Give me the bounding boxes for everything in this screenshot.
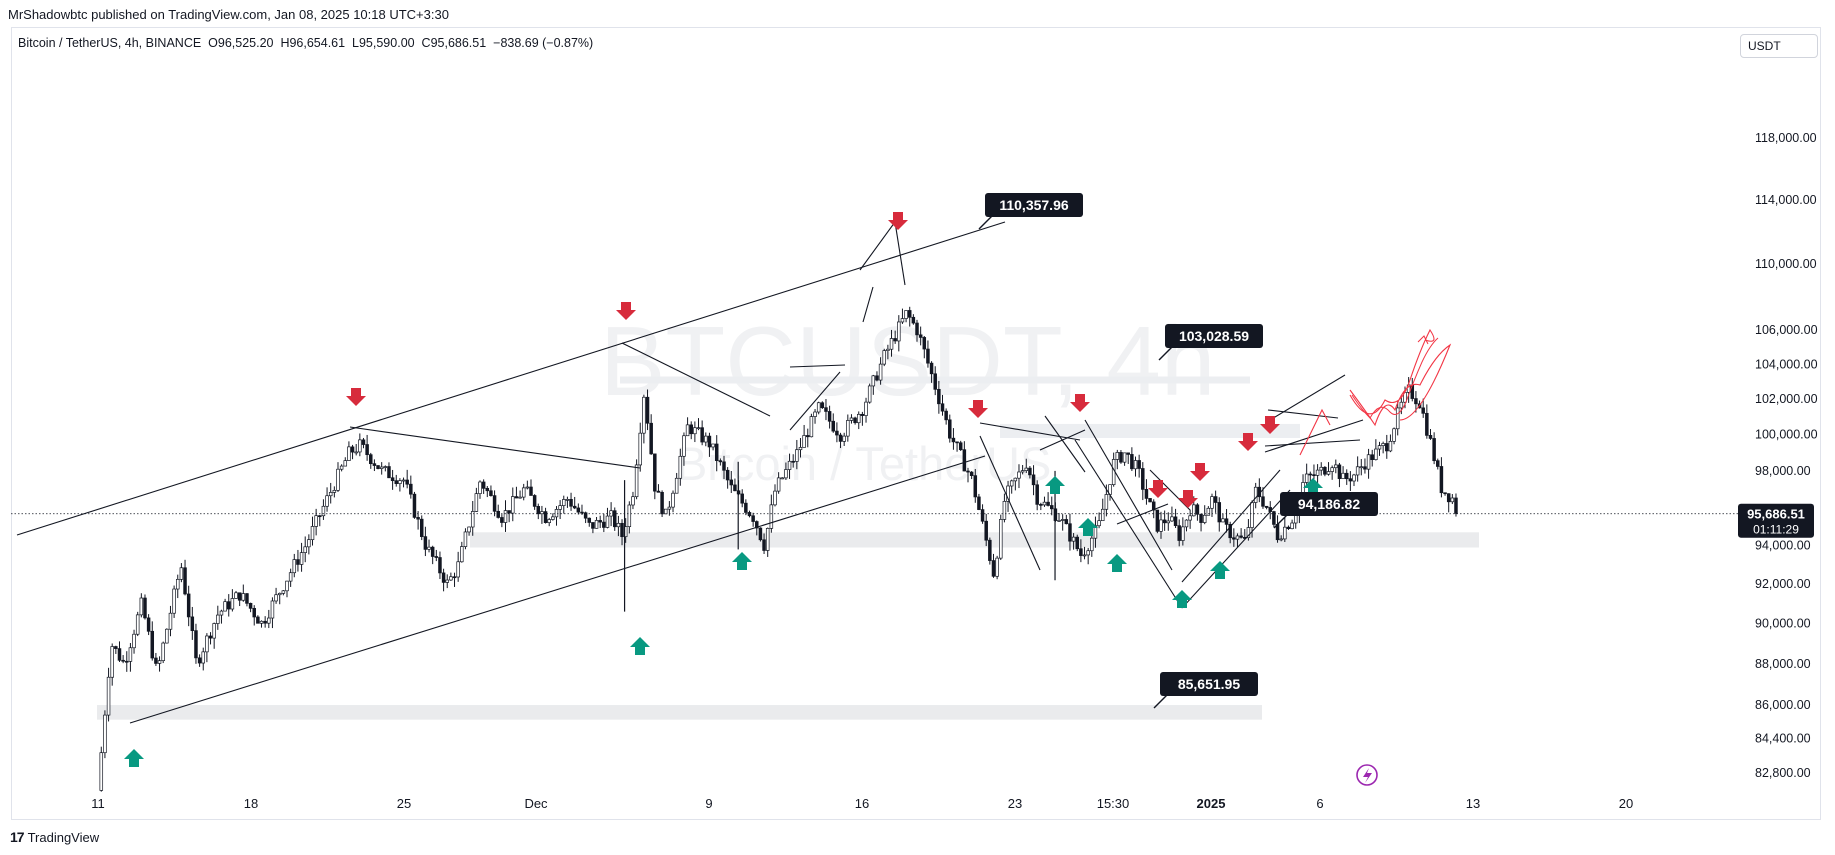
open-value: O96,525.20: [208, 36, 274, 50]
low-value: L95,590.00: [352, 36, 415, 50]
chart-frame: [11, 27, 1821, 820]
tradingview-logo-icon: 17: [10, 829, 25, 845]
publish-info: MrShadowbtc published on TradingView.com…: [8, 7, 449, 22]
high-value: H96,654.61: [280, 36, 346, 50]
footer-brand[interactable]: TradingView: [27, 829, 100, 845]
change-value: −838.69 (−0.87%): [493, 36, 594, 50]
currency-button[interactable]: USDT: [1740, 34, 1818, 58]
ohlc-legend: Bitcoin / TetherUS, 4h, BINANCE O96,525.…: [18, 36, 593, 50]
close-value: C95,686.51: [421, 36, 487, 50]
footer: 17 TradingView: [10, 829, 99, 845]
symbol-line[interactable]: Bitcoin / TetherUS, 4h, BINANCE: [18, 36, 202, 50]
